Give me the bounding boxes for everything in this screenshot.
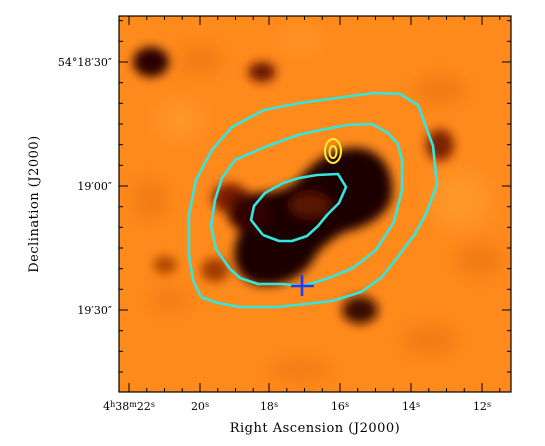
image-panel (119, 16, 511, 392)
x-tick-label: 20s (191, 400, 209, 413)
x-axis-title: Right Ascension (J2000) (230, 421, 401, 436)
dark-knot-bottom (342, 296, 378, 324)
y-tick-label: 19′00″ (77, 180, 112, 193)
blue-cross-marker (291, 275, 314, 296)
x-tick-label: 12s (473, 400, 491, 413)
plot-frame (118, 15, 512, 393)
faint-mottling (132, 30, 504, 382)
contour-inner (249, 172, 348, 243)
yellow-contours (324, 138, 342, 164)
dark-knot-upper-left (133, 47, 169, 77)
dark-emission-blobs (133, 47, 454, 324)
yellow-contour-inner (328, 145, 338, 159)
y-tick-label: 19′30″ (77, 304, 112, 317)
x-tick-label: 16s (331, 400, 349, 413)
x-tick-labels: 4h38m22s 20s 18s 16s 14s 12s (103, 400, 491, 413)
yellow-contour-outer (324, 138, 342, 164)
x-tick-label: 4h38m22s (103, 400, 155, 413)
y-tick-label: 54°18′30″ (58, 56, 112, 69)
x-tick-label: 18s (260, 400, 278, 413)
y-axis-title: Declination (J2000) (27, 135, 42, 273)
axis-ticks (119, 16, 511, 392)
x-tick-label: 14s (402, 400, 420, 413)
y-tick-labels: 54°18′30″ 19′00″ 19′30″ (58, 56, 112, 317)
dark-knot-right (426, 129, 454, 161)
contour-outer (187, 91, 439, 309)
dark-knot-top-center (248, 62, 276, 82)
